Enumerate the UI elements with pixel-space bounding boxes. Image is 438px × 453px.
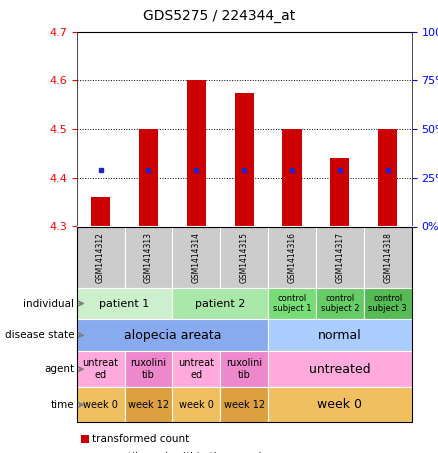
Text: ruxolini
tib: ruxolini tib <box>131 358 166 380</box>
Bar <box>187 80 206 226</box>
Text: ruxolini
tib: ruxolini tib <box>226 358 262 380</box>
Text: control
subject 3: control subject 3 <box>368 294 407 313</box>
Bar <box>330 158 350 226</box>
Bar <box>283 129 302 226</box>
Text: percentile rank within the sample: percentile rank within the sample <box>92 452 268 453</box>
Text: disease state: disease state <box>5 330 74 340</box>
Bar <box>139 129 158 226</box>
Text: patient 1: patient 1 <box>99 299 150 308</box>
Text: time: time <box>51 400 74 410</box>
Text: GSM1414312: GSM1414312 <box>96 231 105 283</box>
Text: GSM1414318: GSM1414318 <box>383 231 392 283</box>
Text: control
subject 2: control subject 2 <box>321 294 359 313</box>
Text: GSM1414314: GSM1414314 <box>192 231 201 283</box>
Text: GSM1414315: GSM1414315 <box>240 231 249 283</box>
Text: week 12: week 12 <box>224 400 265 410</box>
Bar <box>378 129 397 226</box>
Text: agent: agent <box>44 364 74 374</box>
Text: untreat
ed: untreat ed <box>83 358 119 380</box>
Text: week 0: week 0 <box>318 398 362 411</box>
Text: individual: individual <box>24 299 74 308</box>
Text: GSM1414316: GSM1414316 <box>288 231 297 283</box>
Text: transformed count: transformed count <box>92 434 190 444</box>
Text: week 0: week 0 <box>83 400 118 410</box>
Text: GSM1414313: GSM1414313 <box>144 231 153 283</box>
Bar <box>91 197 110 226</box>
Text: alopecia areata: alopecia areata <box>124 329 221 342</box>
Text: week 0: week 0 <box>179 400 214 410</box>
Text: untreat
ed: untreat ed <box>178 358 214 380</box>
Text: untreated: untreated <box>309 363 371 376</box>
Text: GSM1414317: GSM1414317 <box>336 231 344 283</box>
Text: normal: normal <box>318 329 362 342</box>
Bar <box>235 92 254 226</box>
Text: GDS5275 / 224344_at: GDS5275 / 224344_at <box>143 9 295 23</box>
Text: week 12: week 12 <box>128 400 169 410</box>
Text: control
subject 1: control subject 1 <box>273 294 311 313</box>
Text: patient 2: patient 2 <box>195 299 245 308</box>
